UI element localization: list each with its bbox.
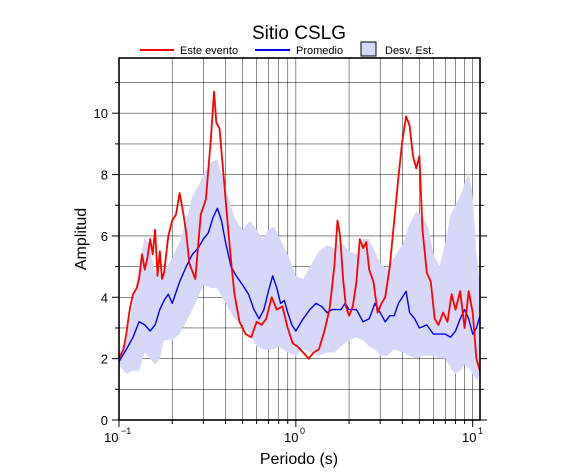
- y-tick-labels: 0 2 4 6 8 10: [94, 106, 108, 428]
- y-tick-label-3: 6: [101, 229, 108, 244]
- y-tick-label-2: 4: [101, 290, 108, 305]
- std-band-area: [119, 159, 480, 381]
- legend: Este evento Promedio Desv. Est.: [140, 41, 434, 57]
- x-tick-label-0: 10: [104, 430, 118, 445]
- series-layer: [119, 90, 480, 372]
- x-tick-label-1: 10: [284, 430, 298, 445]
- x-tick-exponent-0: −1: [121, 426, 131, 436]
- legend-swatch-desv-est: [360, 41, 377, 57]
- x-tick-exponent-1: 0: [300, 426, 305, 436]
- x-axis-title: Periodo (s): [260, 451, 338, 468]
- y-axis-title: Amplitud: [73, 208, 90, 270]
- y-tick-label-0: 0: [101, 413, 108, 428]
- std-band-layer: [119, 159, 480, 381]
- axis-ticks: [112, 82, 487, 427]
- y-tick-label-5: 10: [94, 106, 108, 121]
- series-line-promedio: [119, 207, 480, 363]
- y-tick-label-1: 2: [101, 352, 108, 367]
- legend-label-este-evento: Este evento: [180, 45, 238, 57]
- x-tick-labels: 10 −1 10 0 10 1: [104, 426, 483, 445]
- legend-label-promedio: Promedio: [296, 45, 343, 57]
- x-tick-label-2: 10: [462, 430, 476, 445]
- series-line-este-evento: [119, 90, 480, 372]
- chart-title: Sitio CSLG: [252, 23, 346, 44]
- y-tick-label-4: 8: [101, 168, 108, 183]
- x-tick-exponent-2: 1: [478, 426, 483, 436]
- legend-label-desv-est: Desv. Est.: [385, 45, 434, 57]
- plot-frame: [118, 57, 481, 421]
